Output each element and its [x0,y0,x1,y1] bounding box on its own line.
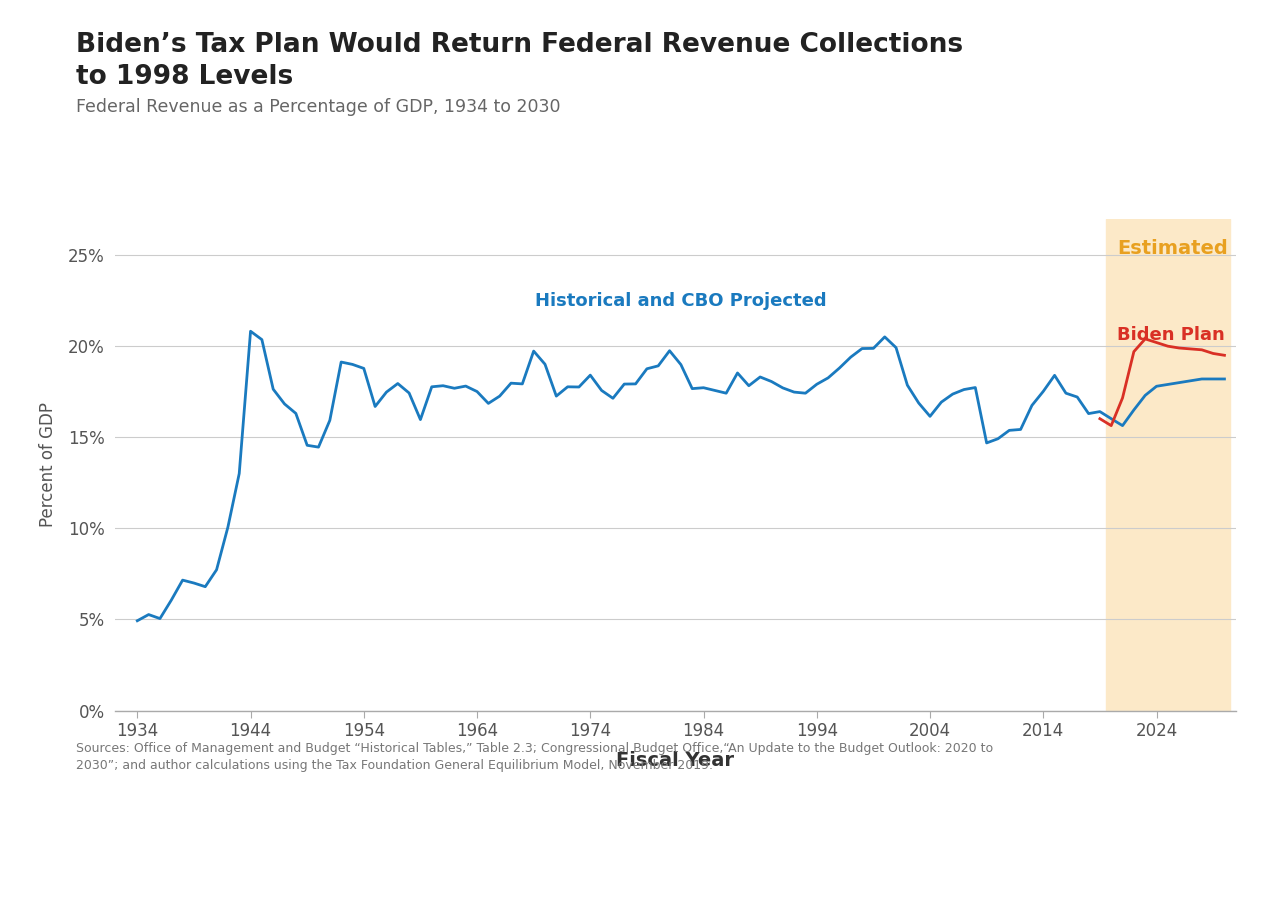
Text: Biden’s Tax Plan Would Return Federal Revenue Collections: Biden’s Tax Plan Would Return Federal Re… [76,32,963,58]
Y-axis label: Percent of GDP: Percent of GDP [39,402,57,527]
Text: Sources: Office of Management and Budget “Historical Tables,” Table 2.3; Congres: Sources: Office of Management and Budget… [76,742,994,773]
Text: Federal Revenue as a Percentage of GDP, 1934 to 2030: Federal Revenue as a Percentage of GDP, … [76,98,561,117]
Text: Estimated: Estimated [1117,239,1228,258]
Text: @TaxFoundation: @TaxFoundation [1075,863,1236,882]
Text: Historical and CBO Projected: Historical and CBO Projected [535,292,827,310]
Bar [1106,219,1231,711]
Text: Biden Plan: Biden Plan [1117,326,1224,344]
Text: TAX FOUNDATION: TAX FOUNDATION [38,863,232,882]
X-axis label: Fiscal Year: Fiscal Year [617,752,734,771]
Text: to 1998 Levels: to 1998 Levels [76,64,294,90]
